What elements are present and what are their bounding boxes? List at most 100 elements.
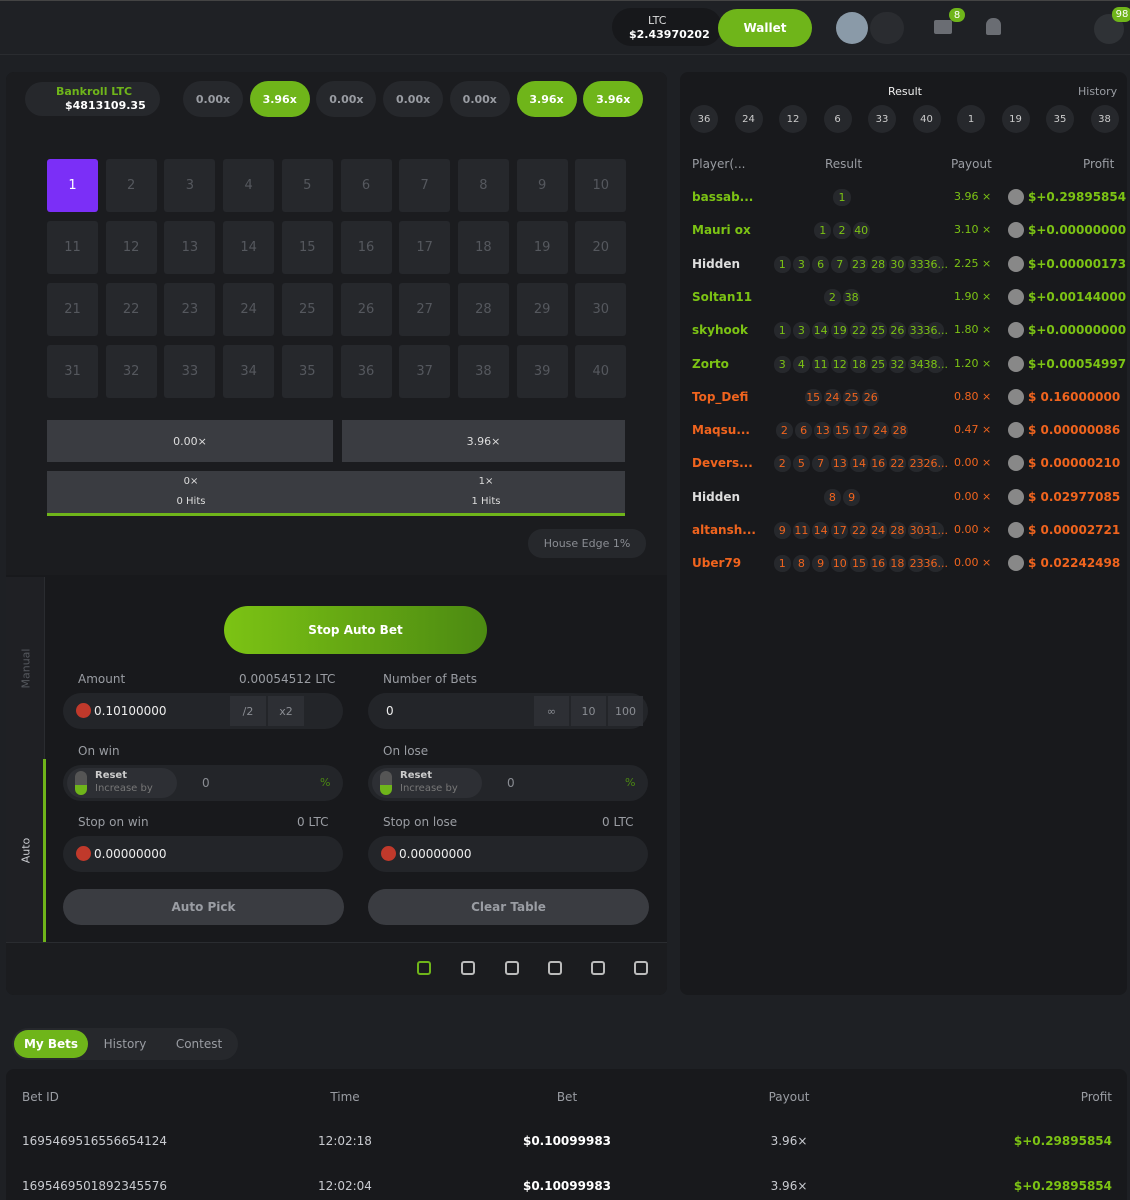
result-number: 11 — [812, 355, 830, 373]
bets-option[interactable]: 10 — [571, 696, 606, 726]
number-tile[interactable]: 19 — [516, 221, 568, 274]
player-name[interactable]: Top_Defi — [692, 389, 749, 404]
number-tile[interactable]: 36 — [340, 345, 392, 398]
payout: 0.00 × — [954, 556, 992, 570]
player-name[interactable]: Devers... — [692, 456, 753, 471]
number-tile[interactable]: 14 — [223, 221, 275, 274]
number-tile[interactable]: 5 — [281, 159, 333, 212]
number-tile[interactable]: 31 — [47, 345, 98, 398]
toolbar-icon[interactable] — [417, 961, 431, 975]
number-tile[interactable]: 15 — [281, 221, 333, 274]
number-tile[interactable]: 35 — [281, 345, 333, 398]
number-tile[interactable]: 4 — [223, 159, 275, 212]
field-label: Amount — [78, 672, 126, 686]
toolbar-icon[interactable] — [461, 961, 475, 975]
number-tile[interactable]: 23 — [164, 283, 216, 336]
mail-icon[interactable] — [934, 20, 952, 34]
multiplier-pill: 0.00x — [316, 81, 377, 117]
number-tile[interactable]: 40 — [575, 345, 627, 398]
number-tile[interactable]: 26 — [340, 283, 392, 336]
number-tile[interactable]: 13 — [164, 221, 216, 274]
number-tile[interactable]: 3 — [164, 159, 216, 212]
number-tile[interactable]: 28 — [457, 283, 509, 336]
number-tile[interactable]: 37 — [399, 345, 451, 398]
toolbar-icon[interactable] — [591, 961, 605, 975]
result-number: 24 — [871, 422, 889, 440]
number-tile[interactable]: 22 — [105, 283, 157, 336]
result-number: 30 — [888, 255, 906, 273]
tab-auto[interactable]: Auto — [19, 837, 33, 864]
number-tile[interactable]: 18 — [457, 221, 509, 274]
number-tile[interactable]: 32 — [105, 345, 157, 398]
player-name[interactable]: Uber79 — [692, 556, 742, 571]
bets-tab[interactable]: Contest — [175, 1037, 223, 1051]
double-button[interactable]: x2 — [268, 696, 304, 726]
number-tile[interactable]: 10 — [575, 159, 627, 212]
player-name[interactable]: skyhook — [692, 323, 748, 338]
bankroll-pill: Bankroll LTC $4813109.35 — [25, 82, 160, 116]
result-label: Result — [888, 85, 922, 98]
player-name[interactable]: Maqsu... — [692, 423, 750, 438]
number-tile[interactable]: 25 — [281, 283, 333, 336]
bets-tab[interactable]: My Bets — [14, 1030, 88, 1058]
player-name[interactable]: Zorto — [692, 356, 729, 371]
toggle-switch[interactable] — [380, 771, 392, 795]
number-tile[interactable]: 17 — [399, 221, 451, 274]
result-number: 23 — [908, 455, 926, 473]
number-tile[interactable]: 12 — [105, 221, 157, 274]
number-tile[interactable]: 11 — [47, 221, 98, 274]
bets-value: 0 — [386, 704, 394, 718]
number-tile[interactable]: 38 — [457, 345, 509, 398]
player-name[interactable]: Hidden — [692, 489, 741, 504]
result-number: 9 — [812, 555, 830, 573]
number-tile[interactable]: 34 — [223, 345, 275, 398]
result-number: 28 — [869, 255, 887, 273]
player-name[interactable]: Hidden — [692, 256, 741, 271]
player-name[interactable]: Soltan11 — [692, 289, 753, 304]
number-tile[interactable]: 39 — [516, 345, 568, 398]
result-number: 13 — [831, 455, 849, 473]
number-tile[interactable]: 29 — [516, 283, 568, 336]
number-tile[interactable]: 1 — [47, 159, 98, 212]
mode-tabs — [6, 577, 45, 942]
number-tile[interactable]: 7 — [399, 159, 451, 212]
bets-tab[interactable]: History — [103, 1037, 147, 1051]
increase-value: 0 — [507, 776, 515, 790]
bets-option[interactable]: ∞ — [534, 696, 569, 726]
player-name[interactable]: Mauri ox — [692, 223, 751, 238]
bets-option[interactable]: 100 — [608, 696, 643, 726]
result-number: 40 — [852, 222, 870, 240]
number-tile[interactable]: 16 — [340, 221, 392, 274]
result-number: 6 — [812, 255, 830, 273]
number-tile[interactable]: 27 — [399, 283, 451, 336]
number-tile[interactable]: 33 — [164, 345, 216, 398]
bell-icon[interactable] — [986, 18, 1001, 35]
stop-auto-button[interactable]: Stop Auto Bet — [224, 606, 487, 654]
number-tile[interactable]: 24 — [223, 283, 275, 336]
menu-icon[interactable] — [870, 12, 904, 44]
avatar[interactable] — [836, 12, 868, 44]
mail-badge: 8 — [949, 8, 965, 22]
clear-table-button[interactable]: Clear Table — [368, 889, 649, 925]
number-tile[interactable]: 21 — [47, 283, 98, 336]
player-name[interactable]: bassab... — [692, 190, 754, 204]
toolbar-icon[interactable] — [634, 961, 648, 975]
toolbar-icon[interactable] — [505, 961, 519, 975]
number-tile[interactable]: 6 — [340, 159, 392, 212]
player-name[interactable]: altansh... — [692, 523, 756, 537]
wallet-button[interactable]: Wallet — [718, 9, 812, 47]
number-tile[interactable]: 30 — [575, 283, 627, 336]
history-link[interactable]: History — [1078, 85, 1118, 98]
result-number: 2 — [833, 222, 851, 240]
number-tile[interactable]: 20 — [575, 221, 627, 274]
auto-pick-button[interactable]: Auto Pick — [63, 889, 344, 925]
number-tile[interactable]: 9 — [516, 159, 568, 212]
half-button[interactable]: /2 — [230, 696, 266, 726]
profit: $ 0.00000210 — [1028, 456, 1121, 471]
profit: $+0.00000000 — [1028, 223, 1127, 238]
toggle-switch[interactable] — [75, 771, 87, 795]
toolbar-icon[interactable] — [548, 961, 562, 975]
tab-manual[interactable]: Manual — [19, 648, 33, 689]
number-tile[interactable]: 8 — [457, 159, 509, 212]
number-tile[interactable]: 2 — [105, 159, 157, 212]
